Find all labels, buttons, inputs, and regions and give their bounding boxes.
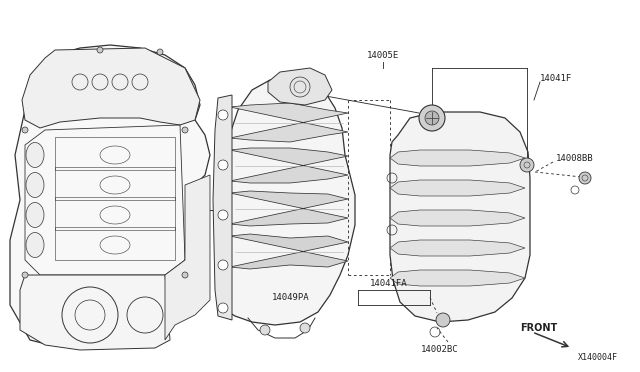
Text: 14041E: 14041E [280,90,312,99]
Circle shape [22,127,28,133]
Polygon shape [390,112,530,322]
Polygon shape [230,234,348,269]
Polygon shape [230,148,348,183]
Text: 14041F: 14041F [540,74,572,83]
Polygon shape [268,68,332,105]
Text: X140004F: X140004F [578,353,618,362]
Circle shape [579,172,591,184]
Text: 14041FA: 14041FA [370,279,408,288]
Polygon shape [390,180,525,196]
Circle shape [218,303,228,313]
Text: FRONT: FRONT [520,323,557,333]
Circle shape [300,323,310,333]
Polygon shape [10,45,210,348]
Ellipse shape [26,142,44,167]
Bar [55,137,175,170]
Circle shape [22,272,28,278]
Polygon shape [230,191,348,226]
Polygon shape [165,175,210,340]
Circle shape [182,127,188,133]
Bar [55,197,175,230]
Polygon shape [213,95,232,320]
Ellipse shape [26,202,44,228]
Bar [55,167,175,200]
Ellipse shape [26,173,44,198]
Circle shape [419,105,445,131]
Text: 14002BC: 14002BC [421,345,459,354]
Circle shape [436,313,450,327]
Circle shape [218,260,228,270]
Bar [55,227,175,260]
Circle shape [182,272,188,278]
Circle shape [97,47,103,53]
Polygon shape [390,240,525,256]
Circle shape [260,325,270,335]
Polygon shape [218,78,355,325]
Circle shape [425,111,439,125]
Text: 14049PA: 14049PA [272,294,310,302]
Circle shape [218,210,228,220]
Polygon shape [390,210,525,226]
Circle shape [157,49,163,55]
Polygon shape [20,275,170,350]
Circle shape [520,158,534,172]
Polygon shape [390,270,525,286]
Polygon shape [230,103,348,142]
Circle shape [218,110,228,120]
Polygon shape [22,48,200,128]
Polygon shape [390,150,525,166]
Text: 14008BB: 14008BB [556,154,594,163]
Ellipse shape [26,232,44,257]
Circle shape [218,160,228,170]
Text: 14005E: 14005E [367,51,399,60]
